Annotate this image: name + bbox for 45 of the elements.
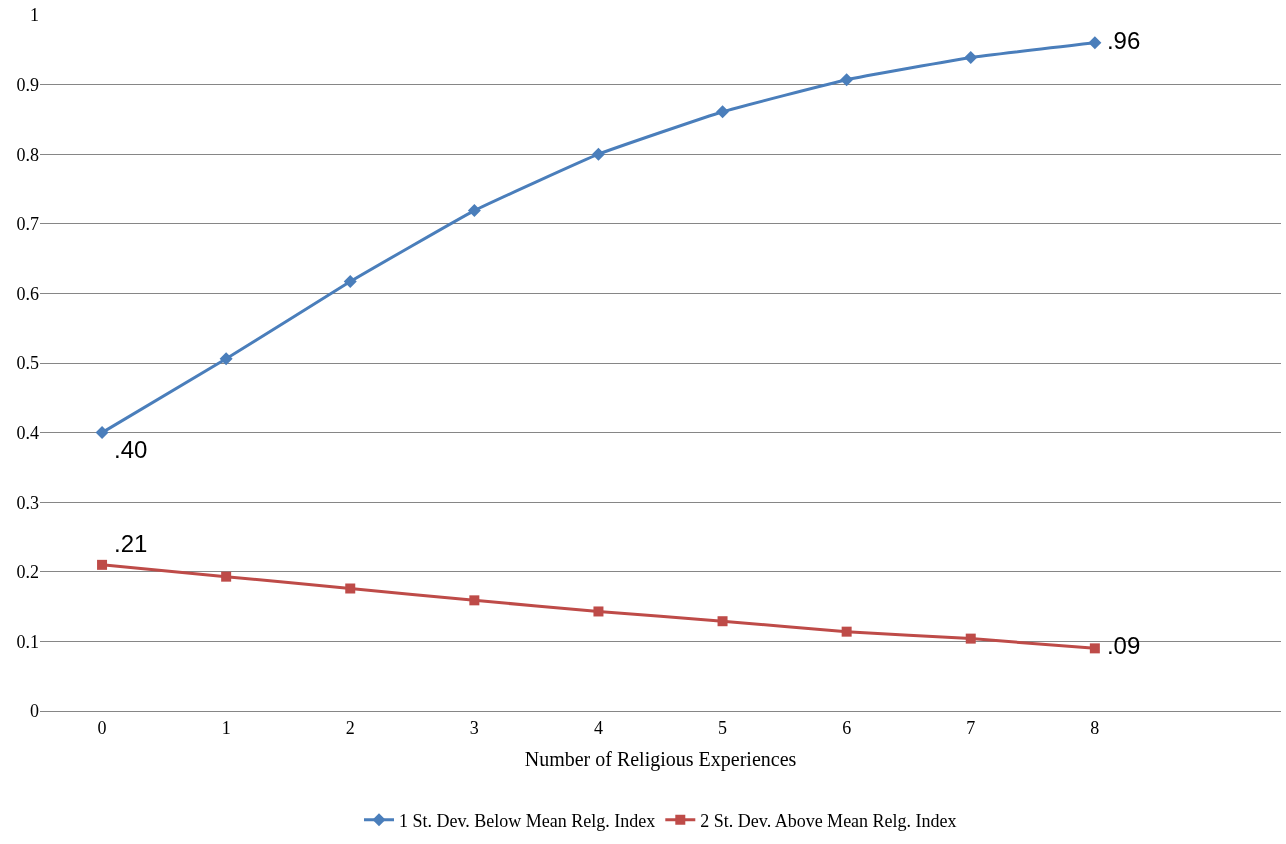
x-tick-label: 5 <box>718 717 728 738</box>
x-tick-label: 1 <box>221 717 231 738</box>
legend-label: 2 St. Dev. Above Mean Relg. Index <box>700 810 957 831</box>
x-tick-label: 4 <box>593 717 603 738</box>
data-label: .40 <box>109 435 148 463</box>
point <box>345 583 356 594</box>
x-tick-label: 6 <box>842 717 852 738</box>
point <box>964 50 978 64</box>
point <box>840 73 854 87</box>
x-tick-label: 7 <box>966 717 976 738</box>
legend-label: 1 St. Dev. Below Mean Relg. Index <box>399 810 656 831</box>
y-tick-label: 1 <box>30 5 39 26</box>
y-tick-label: 0.3 <box>16 492 39 513</box>
y-tick-label: 0.6 <box>16 283 39 304</box>
y-tick-label: 0.8 <box>16 144 39 165</box>
point <box>716 105 730 119</box>
point <box>343 275 357 289</box>
data-label: .96 <box>1102 26 1141 54</box>
point <box>219 352 233 366</box>
x-tick-label: 8 <box>1090 717 1100 738</box>
point <box>593 606 604 617</box>
point <box>717 616 728 627</box>
y-tick-label: 0.7 <box>16 214 39 235</box>
data-label: .21 <box>109 529 148 557</box>
x-axis-title: Number of Religious Experiences <box>524 748 797 772</box>
point <box>1089 643 1100 654</box>
point <box>95 426 109 440</box>
point <box>97 559 108 570</box>
x-tick-label: 0 <box>97 717 107 738</box>
point <box>965 633 976 644</box>
y-tick-label: 0.9 <box>16 74 39 95</box>
y-tick-label: 0.4 <box>16 422 39 443</box>
y-tick-label: 0 <box>30 701 39 722</box>
point <box>841 626 852 637</box>
y-tick-label: 0.5 <box>16 353 39 374</box>
point <box>591 147 605 161</box>
y-tick-label: 0.1 <box>16 631 39 652</box>
point <box>469 595 480 606</box>
x-tick-label: 3 <box>469 717 479 738</box>
point <box>221 571 232 582</box>
x-tick-label: 2 <box>345 717 355 738</box>
y-tick-label: 0.2 <box>16 562 39 583</box>
point <box>467 204 481 218</box>
point <box>1088 36 1102 50</box>
data-label: .09 <box>1102 632 1141 660</box>
